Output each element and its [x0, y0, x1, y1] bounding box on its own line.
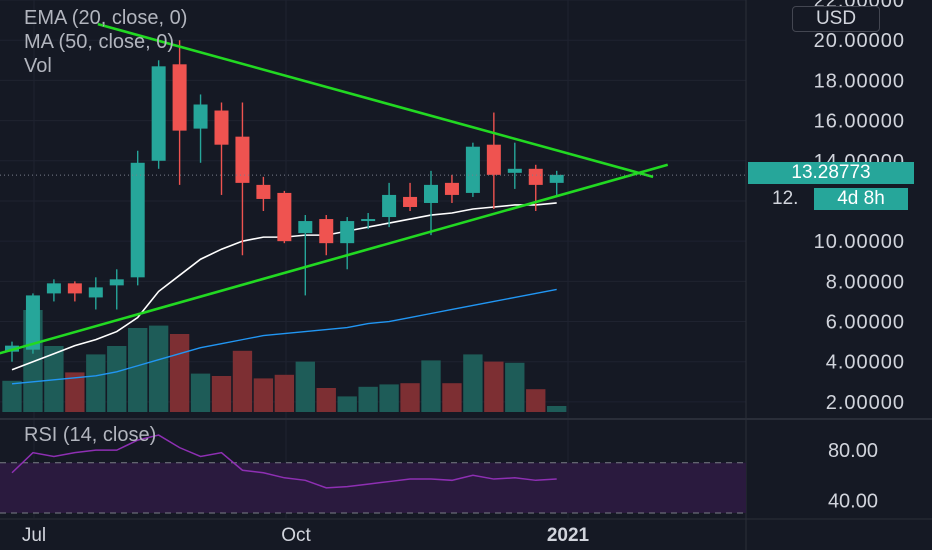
candle-body — [25, 295, 40, 350]
rsi-line — [11, 434, 557, 489]
volume-bar — [44, 346, 64, 412]
volume-bar — [358, 386, 378, 412]
candle-body — [256, 184, 271, 199]
candle-body — [528, 168, 543, 185]
candle-body — [486, 144, 501, 175]
volume-bar — [86, 354, 106, 412]
candle-body — [151, 66, 166, 161]
candle-body — [465, 146, 480, 193]
candle-countdown-badge: 4d 8h — [814, 188, 908, 210]
volume-bar — [148, 325, 169, 412]
trendline-upper — [97, 22, 654, 179]
candle-body — [235, 136, 250, 183]
volume-bar — [379, 384, 399, 412]
candle-body — [277, 192, 292, 242]
volume-bar — [526, 389, 546, 412]
price-tick-label: 18.00000 — [814, 70, 905, 92]
candle-body — [319, 219, 334, 244]
volume-bar — [2, 380, 22, 412]
candle-body — [507, 168, 522, 173]
volume-bar — [169, 334, 190, 412]
candles[interactable] — [5, 40, 564, 362]
candle-body — [130, 162, 145, 278]
volume-bar — [400, 383, 420, 412]
volume-bar — [421, 360, 441, 412]
volume-bar — [190, 373, 211, 412]
volume-bar — [547, 406, 567, 412]
candle-body — [424, 184, 438, 203]
candle-body — [382, 194, 397, 218]
time-tick-label: Jul — [22, 525, 46, 546]
candle-body — [109, 279, 124, 286]
ema-legend[interactable]: EMA (20, close, 0) — [24, 7, 188, 29]
volume-bar — [337, 396, 357, 412]
last-price-badge: 13.28773 — [748, 162, 914, 184]
candle-body — [214, 110, 229, 145]
rsi-band — [0, 462, 746, 513]
rsi-tick-label: 80.00 — [828, 440, 878, 462]
price-tick-label: 2.00000 — [826, 392, 905, 414]
volume-bar — [274, 374, 295, 412]
volume-bar — [505, 362, 525, 412]
time-tick-label: 2021 — [547, 525, 590, 546]
rsi-pane — [0, 434, 746, 514]
candle-body — [361, 219, 376, 222]
candle-body — [88, 287, 103, 298]
candle-body — [298, 221, 313, 234]
volume-bar — [232, 350, 253, 412]
trendline-lower — [0, 163, 669, 355]
candle-body — [46, 283, 61, 294]
time-tick-label: Oct — [281, 525, 311, 546]
candle-body — [67, 283, 82, 294]
candle-body — [340, 221, 355, 244]
volume-bar — [463, 354, 483, 412]
volume-bar — [107, 346, 127, 412]
rsi-legend[interactable]: RSI (14, close) — [24, 424, 157, 446]
price-tick-label: 6.00000 — [826, 312, 905, 334]
vol-legend[interactable]: Vol — [24, 55, 52, 77]
price-tick-label: 4.00000 — [826, 352, 905, 374]
volume-bar — [211, 376, 232, 412]
price-tick-label: 16.00000 — [814, 111, 905, 133]
price-tick-label: 8.00000 — [826, 271, 905, 293]
candle-body — [444, 182, 459, 195]
candle-body — [403, 196, 418, 207]
volume-bar — [295, 361, 315, 412]
price-tick-label: 20.00000 — [814, 30, 905, 52]
price-axis[interactable]: 22.0000020.0000018.0000016.0000014.00000… — [814, 0, 905, 512]
price-tick-label: 10.00000 — [814, 231, 905, 253]
volume-bar — [316, 388, 336, 412]
candle-body — [549, 174, 564, 183]
ma-50-line — [11, 288, 557, 385]
volume-bar — [442, 383, 462, 412]
price-label-partial: 12. — [772, 188, 799, 209]
volume-bar — [253, 378, 274, 412]
candle-body — [193, 104, 208, 129]
rsi-tick-label: 40.00 — [828, 490, 878, 512]
volume-bar — [484, 361, 504, 412]
ma-legend[interactable]: MA (50, close, 0) — [24, 31, 175, 53]
triangle-trendlines[interactable] — [0, 22, 669, 356]
volume-bars — [2, 310, 567, 412]
volume-bar — [65, 372, 85, 412]
volume-bar — [128, 328, 148, 412]
candle-body — [172, 64, 187, 131]
time-axis[interactable]: Jul Oct 2021 — [22, 525, 590, 546]
currency-button[interactable]: USD — [792, 6, 880, 32]
ma-50-polyline — [11, 288, 557, 385]
